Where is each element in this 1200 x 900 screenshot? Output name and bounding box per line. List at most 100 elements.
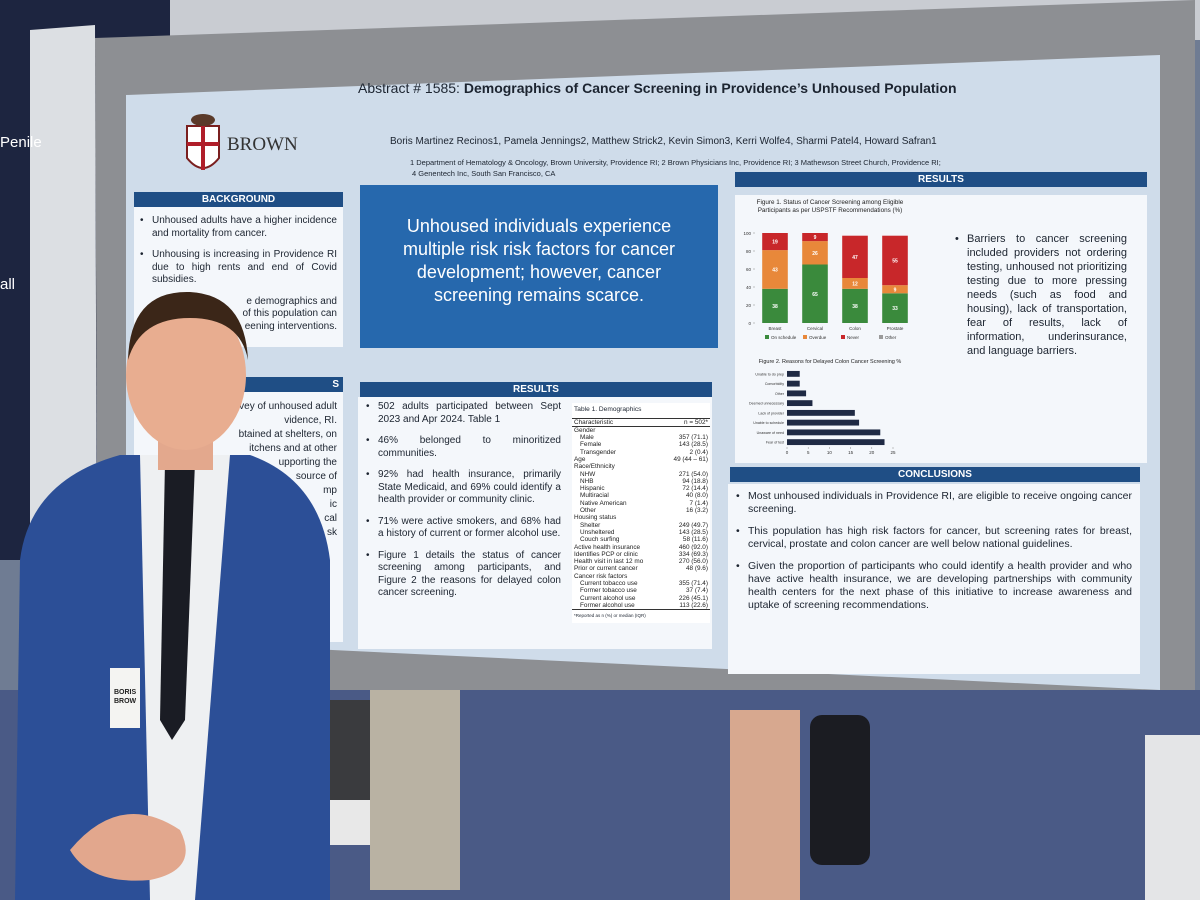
bar-segment (842, 288, 868, 323)
text-fragment: upporting the (278, 457, 337, 468)
bar (787, 439, 885, 446)
chart-title: Figure 2. Reasons for Delayed Colon Canc… (759, 359, 902, 365)
text-fragment: vidence, RI. (284, 415, 337, 426)
poster-title: Abstract # 1585: Demographics of Cancer … (358, 80, 1058, 96)
row-label: Age (574, 455, 586, 463)
logo-text: BROWN (227, 134, 298, 155)
bar (787, 419, 860, 426)
row-value: 7 (1.4) (689, 499, 708, 507)
row-value: 271 (54.0) (678, 470, 708, 478)
bullet: Unhousing is increasing in Providence RI… (140, 249, 337, 287)
row-value: 72 (14.4) (682, 485, 708, 493)
value-label: 12 (852, 281, 858, 287)
row-value: 357 (71.1) (678, 434, 708, 442)
table-row: Current alcohol use 226 (45.1) (572, 595, 710, 602)
row-label: Identifies PCP or clinic (574, 550, 638, 558)
table-row: Identifies PCP or clinic 334 (69.3) (572, 551, 710, 558)
table-footnote: *Reported as n (%) or median (IQR) (572, 609, 710, 623)
text-fragment: of this population can (242, 308, 337, 319)
shield (186, 114, 220, 170)
barriers: Barriers to cancer screening included pr… (955, 232, 1127, 367)
legend-swatch (879, 335, 883, 339)
value-label: 9 (894, 287, 897, 293)
row-label: NHW (580, 470, 596, 478)
section-heading: RESULTS (735, 172, 1147, 187)
sign-line: all (0, 276, 16, 293)
table-row: Male 357 (71.1) (572, 434, 710, 441)
x-tick-label: Colon (849, 326, 861, 331)
bar-segment (762, 233, 788, 251)
table-row: Age 49 (44 – 61) (572, 456, 710, 463)
y-tick-label: 40 (746, 285, 752, 290)
bar-segment (762, 288, 788, 323)
row-label: Cancer risk factors (574, 572, 628, 580)
text-fragment: btained at shelters, on (238, 429, 337, 440)
row-label: Housing status (574, 514, 617, 522)
table-row: Transgender 2 (0.4) (572, 449, 710, 456)
row-value: 226 (45.1) (678, 594, 708, 602)
badge-line: BROW (114, 698, 137, 705)
row-label: Prior or current cancer (574, 565, 638, 573)
y-tick-label: Lack of provider (758, 411, 784, 415)
x-tick-label: Cervical (807, 326, 823, 331)
row-label: Current alcohol use (580, 594, 636, 602)
table-row: Couch surfing 58 (11.6) (572, 536, 710, 543)
table-row: Multiracial 40 (8.0) (572, 492, 710, 499)
row-label: Gender (574, 426, 596, 434)
row-label: Current tobacco use (580, 580, 638, 588)
section-heading: RESULTS (360, 382, 712, 397)
section-heading: BACKGROUND (134, 192, 343, 207)
value-label: 43 (772, 267, 778, 273)
bullet: Most unhoused individuals in Providence … (736, 490, 1132, 516)
bar-segment (802, 264, 828, 323)
text-fragment: source of (295, 471, 337, 482)
row-label: Multiracial (580, 492, 609, 500)
y-tick-label: Unable to schedule (753, 421, 784, 425)
text-fragment: sk (327, 527, 337, 538)
row-value: 143 (28.5) (678, 528, 708, 536)
bar-segment (882, 235, 908, 286)
table-row: Shelter 249 (49.7) (572, 522, 710, 529)
affiliations: 1 Department of Hematology & Oncology, B… (410, 157, 1010, 179)
bullet: Barriers to cancer screening included pr… (955, 232, 1127, 358)
bullet: 92% had health insurance, primarily Stat… (366, 469, 561, 507)
text-fragment: vey of unhoused adult (239, 401, 337, 412)
badge-line: BORIS (114, 689, 137, 696)
value-label: 9 (814, 235, 817, 241)
table-row: Current tobacco use 355 (71.4) (572, 580, 710, 587)
bullet: 46% belonged to minoritized communities. (366, 435, 561, 460)
table-row: NHW 271 (54.0) (572, 471, 710, 478)
row-label: Couch surfing (580, 536, 620, 544)
row-value: 334 (69.3) (678, 550, 708, 558)
bar-segment (882, 285, 908, 294)
y-tick-label: Deemed unnecessary (749, 402, 784, 406)
table-row: Active health insurance 460 (92.0) (572, 544, 710, 551)
bar-segment (842, 278, 868, 289)
row-label: Health visit in last 12 mo (574, 558, 644, 566)
bystander-legs (730, 710, 800, 900)
y-tick-label: Other (775, 392, 785, 396)
table-row: Cancer risk factors (572, 573, 710, 580)
y-tick-label: Fear of test (766, 441, 784, 445)
badge: BORIS BROW (114, 688, 136, 706)
bullet: 502 adults participated between Sept 202… (366, 401, 561, 426)
legend-label: Never (847, 335, 860, 340)
bar (787, 390, 807, 397)
results-panel: 502 adults participated between Sept 202… (358, 397, 712, 649)
row-value: 2 (0.4) (689, 448, 708, 456)
legend-label: Overdue (809, 335, 827, 340)
conclusions-panel: Most unhoused individuals in Providence … (728, 484, 1140, 674)
bar-segment (802, 233, 828, 242)
x-tick-label: 20 (869, 450, 875, 455)
table-row: Gender (572, 427, 710, 434)
row-label: Former tobacco use (580, 587, 637, 595)
bullet: Unhoused adults have a higher incidence … (140, 215, 337, 240)
header-cell: n = 502* (684, 418, 708, 426)
legend-label: On schedule (771, 335, 797, 340)
affiliation: 1 Department of Hematology & Oncology, B… (410, 158, 941, 167)
row-value: 355 (71.4) (678, 580, 708, 588)
sign-line: Penile (0, 134, 42, 151)
text-fragment: e demographics and (246, 295, 337, 307)
row-label: NHB (580, 477, 594, 485)
